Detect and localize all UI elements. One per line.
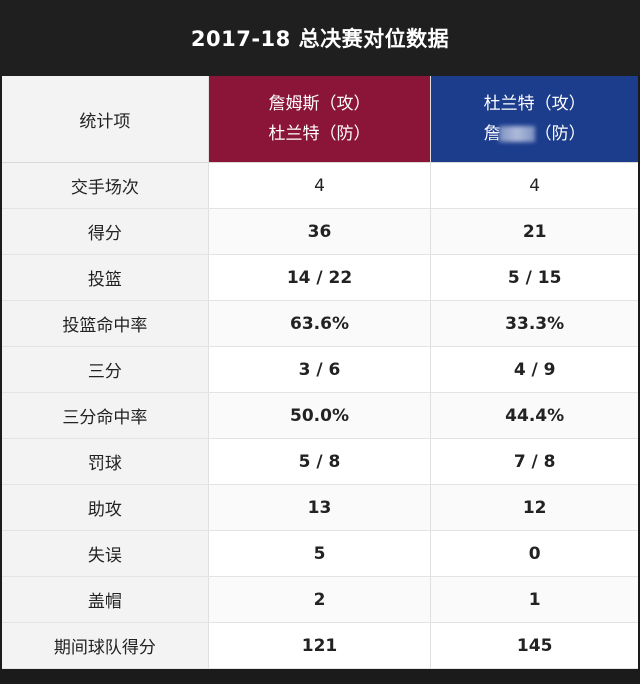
header-b-line2-visible: 詹 [483, 124, 501, 144]
stat-label: 失误 [2, 531, 209, 576]
stat-label: 助攻 [2, 485, 209, 530]
stat-value-durant: 0 [528, 543, 541, 564]
table-row: 三分 3 / 6 4 / 9 [2, 347, 638, 393]
stat-value-james: 2 [208, 577, 432, 622]
table-row: 投篮命中率 63.6% 33.3% [2, 301, 638, 347]
stat-value-durant: 7 / 8 [513, 451, 556, 472]
stat-value-durant: 5 / 15 [507, 267, 562, 288]
stat-value-james: 3 / 6 [209, 347, 432, 392]
header-a-line2: 杜兰特（防） [268, 124, 371, 144]
header-b-line1: 杜兰特（攻） [483, 94, 586, 114]
table-row: 投篮 14 / 22 5 / 15 [2, 255, 638, 301]
bottom-strip [0, 672, 640, 684]
stat-value-james: 5 / 8 [209, 439, 432, 484]
stat-value-james: 121 [209, 623, 432, 668]
stat-value-durant: 33.3% [431, 301, 638, 346]
stat-value-james: 63.6% [208, 301, 432, 346]
page-title: 2017-18 总决赛对位数据 [0, 0, 640, 76]
table-row: 交手场次 4 4 [2, 163, 638, 209]
matchup-table: 统计项 詹姆斯（攻） 杜兰特（防） 杜兰特（攻） 詹（防） 交手场次 4 4 得分 36… [2, 76, 638, 669]
stat-value-durant: 12 [431, 485, 638, 530]
header-durant-offense: 杜兰特（攻） 詹 （防） [431, 76, 638, 162]
stat-value-james: 13 [208, 485, 432, 530]
stat-value-james: 50.0% [208, 393, 432, 438]
stat-value-durant: 145 [516, 635, 553, 656]
stat-value-james: 5 [209, 531, 432, 576]
stat-label: 投篮命中率 [2, 301, 209, 346]
header-b-line2: 詹 （防） [484, 119, 586, 149]
table-row: 盖帽 2 1 [2, 577, 638, 623]
table-row: 罚球 5 / 8 7 / 8 [2, 439, 638, 485]
table-row: 失误 5 0 [2, 531, 638, 577]
stat-label: 罚球 [2, 439, 209, 484]
stat-label: 交手场次 [2, 163, 209, 208]
table-row: 得分 36 21 [2, 209, 638, 255]
stat-value-durant: 4 [529, 175, 541, 196]
stat-label: 得分 [2, 209, 209, 254]
stat-label: 期间球队得分 [2, 623, 209, 668]
stat-value-durant: 21 [431, 209, 638, 254]
stat-value-james: 4 [209, 163, 432, 208]
header-a-line1: 詹姆斯（攻） [268, 94, 371, 114]
stat-value-durant: 1 [431, 577, 638, 622]
table-row: 三分命中率 50.0% 44.4% [2, 393, 638, 439]
stat-label: 盖帽 [2, 577, 209, 622]
stat-label: 三分 [2, 347, 209, 392]
table-row: 期间球队得分 121 145 [2, 623, 638, 669]
stat-value-durant: 44.4% [431, 393, 638, 438]
header-james-offense: 詹姆斯（攻） 杜兰特（防） [208, 76, 432, 162]
stat-value-james: 36 [208, 209, 432, 254]
stat-label: 三分命中率 [2, 393, 209, 438]
blurred-name-mask [498, 126, 535, 142]
stat-value-james: 14 / 22 [209, 255, 432, 300]
stat-value-durant: 4 / 9 [513, 359, 556, 380]
stat-label: 投篮 [2, 255, 209, 300]
table-row: 助攻 13 12 [2, 485, 638, 531]
table-header-row: 统计项 詹姆斯（攻） 杜兰特（防） 杜兰特（攻） 詹 （防） [2, 76, 638, 163]
header-stat-label: 统计项 [2, 76, 209, 162]
header-b-line2-suffix: （防） [534, 124, 586, 144]
